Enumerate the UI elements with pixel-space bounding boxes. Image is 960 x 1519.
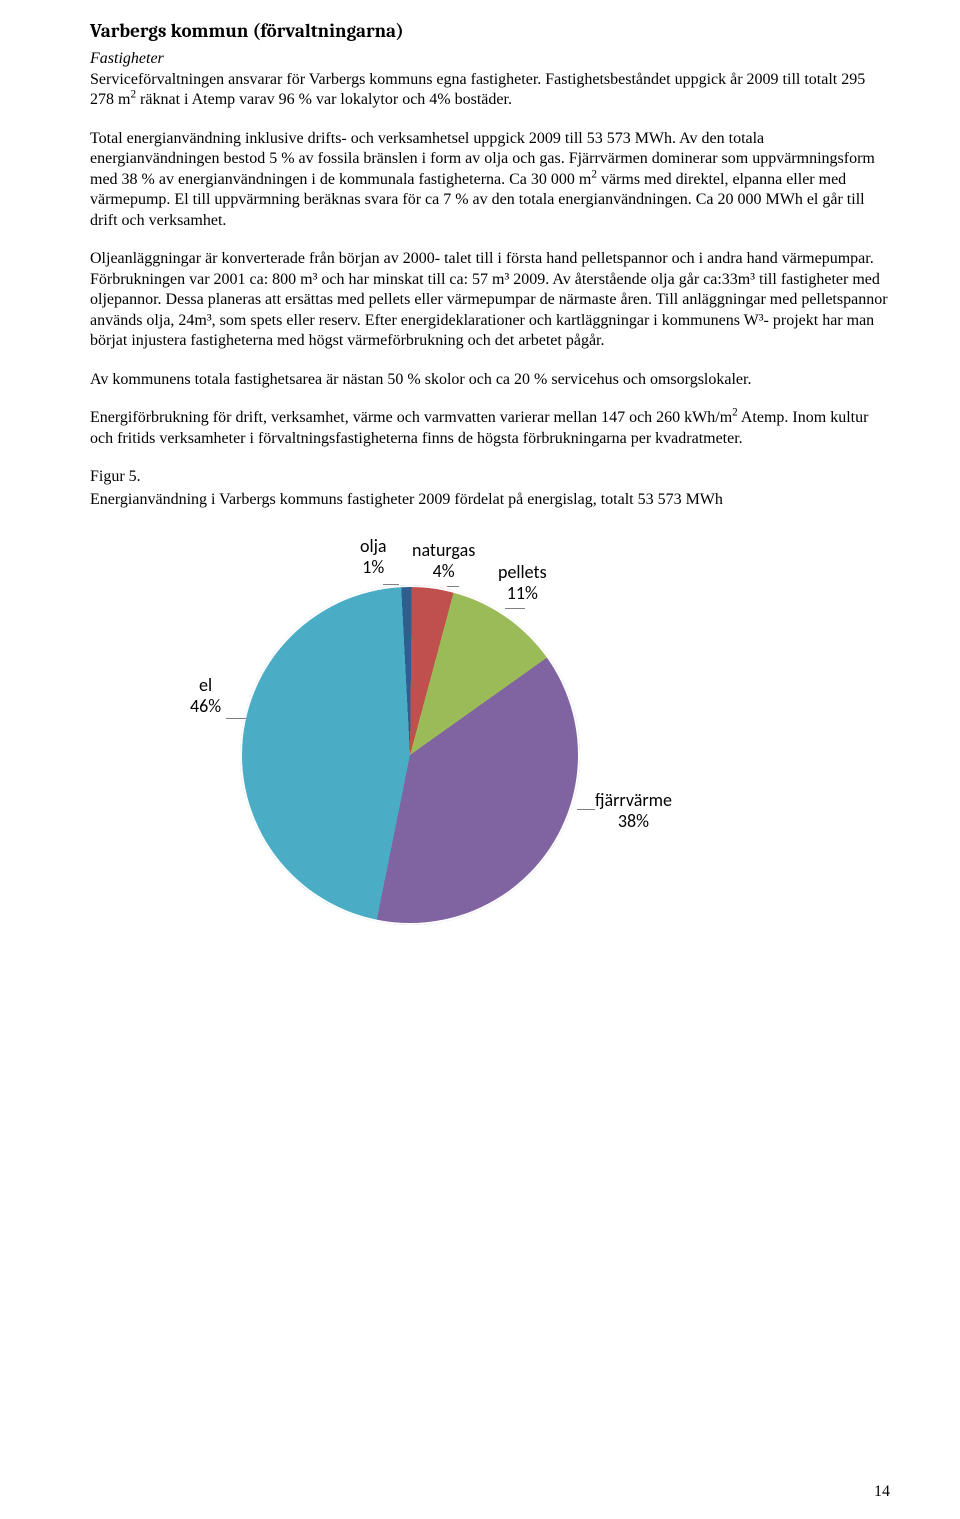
leader-line — [577, 809, 595, 810]
document-page: Varbergs kommun (förvaltningarna) Fastig… — [0, 0, 960, 1519]
pie-graphic — [240, 585, 580, 925]
pie-label-olja: olja 1% — [360, 536, 387, 577]
paragraph-3: Oljeanläggningar är konverterade från bö… — [90, 249, 890, 351]
leader-line — [226, 718, 246, 719]
leader-line — [383, 584, 399, 585]
paragraph-5: Energiförbrukning för drift, verksamhet,… — [90, 408, 890, 449]
figure-caption: Energianvändning i Varbergs kommuns fast… — [90, 490, 890, 510]
figure-label: Figur 5. — [90, 467, 890, 487]
section-title: Varbergs kommun (förvaltningarna) — [90, 20, 890, 42]
leader-line — [505, 608, 525, 609]
pie-label-pellets: pellets 11% — [498, 562, 547, 603]
paragraph-1: Serviceförvaltningen ansvarar för Varber… — [90, 70, 890, 111]
leader-line — [447, 586, 459, 587]
page-number: 14 — [874, 1483, 890, 1501]
pie-label-fjarrvarme: fjärrvärme 38% — [595, 790, 672, 831]
paragraph-5a: Energiförbrukning för drift, verksamhet,… — [90, 409, 732, 426]
paragraph-4: Av kommunens totala fastighetsarea är nä… — [90, 370, 890, 390]
subheading-fastigheter: Fastigheter — [90, 50, 890, 68]
paragraph-2: Total energianvändning inklusive drifts-… — [90, 129, 890, 231]
paragraph-1b: räknat i Atemp varav 96 % var lokalytor … — [136, 91, 512, 108]
pie-label-naturgas: naturgas 4% — [412, 540, 475, 581]
pie-label-el: el 46% — [190, 675, 221, 716]
pie-chart: olja 1% naturgas 4% pellets 11% fjärrvär… — [100, 530, 750, 950]
